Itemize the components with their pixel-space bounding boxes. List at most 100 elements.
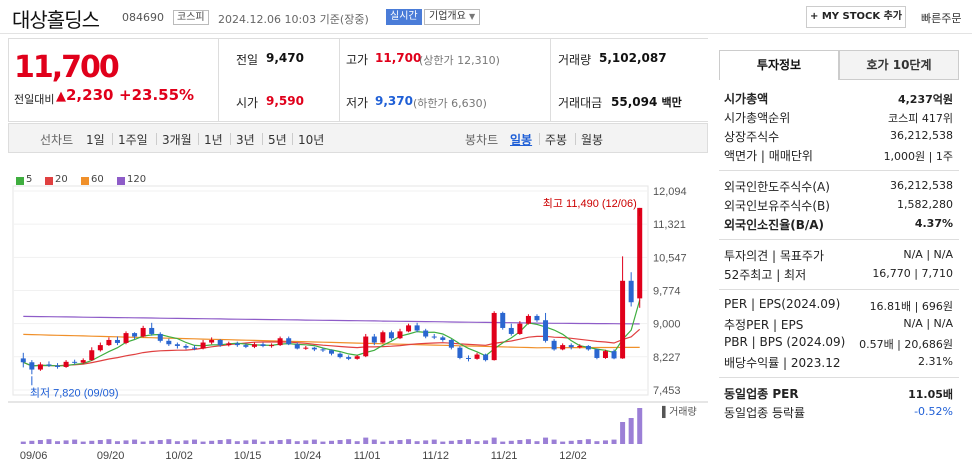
volume-bar — [174, 441, 180, 444]
volume-bar — [140, 441, 146, 444]
candle-body — [234, 343, 240, 346]
add-mystock-button[interactable]: + MY STOCK 추가 — [806, 6, 906, 28]
candlestick-chart[interactable]: 12,094 11,321 10,547 9,774 9,000 8,227 7,453 ▌거… — [8, 153, 708, 466]
volume-bar — [311, 439, 317, 444]
change-value: ▲2,230 — [56, 86, 113, 104]
x-tick-label: 10/15 — [234, 450, 262, 462]
panel-divider — [719, 377, 959, 378]
realtime-badge[interactable]: 실시간 — [386, 9, 422, 25]
period-0[interactable]: 1일 — [86, 133, 105, 147]
quick-order-link[interactable]: 빠른주문 — [921, 12, 962, 25]
candle-period-0[interactable]: 일봉 — [510, 133, 533, 147]
volume-bar — [217, 440, 223, 444]
volume-label: 거래량 — [558, 53, 592, 67]
candle-body — [508, 327, 514, 334]
volume-bar — [303, 440, 309, 444]
volume-bar — [568, 440, 574, 444]
period-2[interactable]: 3개월 — [162, 133, 192, 147]
candle-body — [585, 345, 591, 350]
x-tick-label: 11/21 — [491, 450, 518, 462]
volume-bar — [63, 440, 69, 444]
divider — [230, 133, 231, 145]
candle-body — [209, 339, 215, 343]
candle-body — [303, 347, 309, 349]
candle-body — [114, 339, 120, 343]
candle-body — [149, 327, 155, 334]
candle-body — [174, 344, 180, 346]
panel-label: 추정PER | EPS — [724, 318, 804, 332]
volume-bar — [423, 440, 429, 444]
ma20-line — [23, 328, 641, 367]
candle-body — [337, 353, 343, 358]
panel-divider — [719, 170, 959, 171]
panel-divider — [719, 239, 959, 240]
panel-label: 배당수익률 | 2023.12 — [724, 356, 841, 370]
candle-body — [123, 333, 129, 343]
candle-body — [97, 345, 103, 351]
panel-value: 36,212,538 — [890, 179, 953, 192]
panel-label: 액면가 | 매매단위 — [724, 149, 813, 163]
chevron-down-icon: ▼ — [469, 12, 476, 21]
candle-body — [183, 345, 189, 348]
volume-bar — [346, 439, 352, 444]
candle-body — [534, 315, 540, 321]
candle-period-2[interactable]: 월봉 — [581, 133, 604, 147]
volume-bar — [55, 441, 61, 444]
volume-bar — [388, 440, 394, 444]
legend-label-20: 20 — [55, 174, 68, 185]
candle-body — [500, 312, 506, 328]
ma120-line — [23, 315, 640, 325]
y-tick-label: 7,453 — [653, 385, 681, 397]
candle-body — [517, 323, 523, 334]
candle-body — [525, 315, 531, 324]
candle-body — [269, 345, 275, 347]
candle-body — [29, 362, 35, 370]
stock-code: 084690 — [122, 11, 164, 24]
market-badge: 코스피 — [173, 10, 209, 25]
candle-body — [251, 344, 257, 347]
candle-body — [226, 343, 232, 346]
line-chart-label: 선차트 — [40, 133, 74, 147]
volume-bar — [380, 441, 386, 444]
amount-unit: 백만 — [661, 96, 682, 109]
volume-bar — [517, 440, 523, 444]
volume-bar — [251, 439, 257, 444]
period-6[interactable]: 10년 — [298, 133, 325, 147]
candle-body — [55, 365, 61, 367]
prev-close-label: 전일 — [236, 53, 259, 67]
candle-body — [431, 336, 437, 338]
panel-value: 16.81배 | 696원 — [869, 300, 953, 313]
divider — [198, 133, 199, 145]
volume-bar — [337, 440, 343, 444]
company-overview-dropdown[interactable]: 기업개요 ▼ — [424, 9, 481, 25]
legend-swatch-5 — [16, 177, 24, 185]
volume-bar — [277, 440, 283, 444]
volume-bar — [577, 440, 583, 444]
candle-period-1[interactable]: 주봉 — [545, 133, 568, 147]
tab-invest-info[interactable]: 투자정보 — [719, 50, 839, 80]
period-4[interactable]: 3년 — [236, 133, 255, 147]
candle-body — [346, 357, 352, 359]
legend-label-60: 60 — [91, 174, 104, 185]
candle-body — [388, 332, 394, 339]
volume-bar — [269, 440, 275, 444]
candle-body — [217, 339, 223, 346]
volume-bar — [97, 440, 103, 444]
legend-label-120: 120 — [127, 174, 147, 185]
volume-bar — [29, 440, 35, 444]
period-5[interactable]: 5년 — [268, 133, 287, 147]
candle-body — [200, 342, 206, 349]
volume-bar — [260, 441, 266, 444]
volume-bar — [20, 441, 26, 444]
candle-body — [157, 333, 163, 341]
panel-value: 11.05배 — [908, 388, 953, 401]
candle-body — [620, 280, 626, 359]
divider — [156, 133, 157, 145]
panel-value: -0.52% — [914, 405, 953, 418]
period-1[interactable]: 1주일 — [118, 133, 148, 147]
tab-orderbook[interactable]: 호가 10단계 — [839, 50, 959, 80]
volume-bar — [166, 439, 172, 444]
volume-bar — [157, 440, 163, 444]
volume-bar — [286, 439, 292, 444]
period-3[interactable]: 1년 — [204, 133, 223, 147]
